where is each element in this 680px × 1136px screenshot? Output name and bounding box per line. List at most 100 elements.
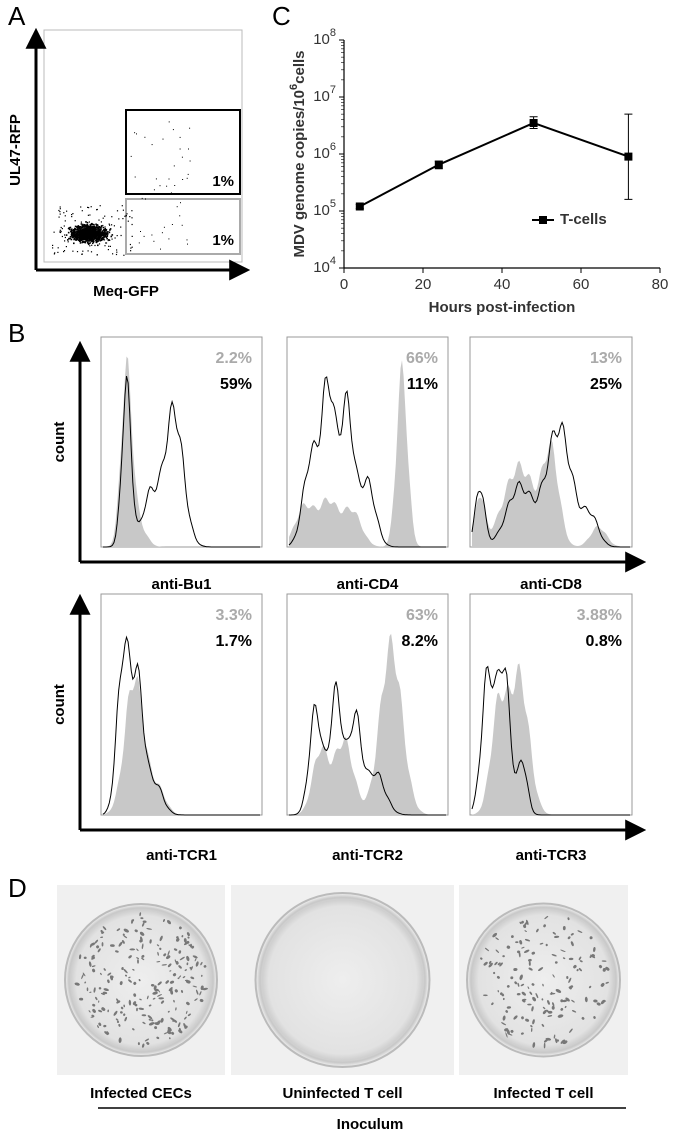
plaque [151,1019,154,1022]
histogram-outline [288,376,446,548]
event-dot [108,231,111,234]
histogram-filled [472,439,630,547]
plaque [138,978,141,982]
event-dot [68,228,71,231]
event-dot [71,216,73,218]
tick-base: 10 [313,88,330,105]
histogram-frame [286,593,449,816]
y-axis-label: UL47-RFP [7,114,24,186]
event-dot [91,229,94,231]
event-dot [88,229,91,231]
event-dot [91,226,93,228]
event-dot [94,244,96,247]
plaque [202,987,208,991]
event-dot [86,221,89,224]
plaque [539,942,544,945]
event-dot [76,225,78,228]
event-dot [61,235,63,238]
plaque [154,1026,158,1030]
plaque [123,935,128,939]
event-dot [113,225,115,227]
event-dot [60,230,62,232]
plaque [110,944,115,947]
event-dot [65,246,67,248]
plaque [110,975,114,979]
plaque [578,967,582,972]
event-dot [134,132,136,134]
plaque [186,955,190,962]
plaque [554,935,560,939]
event-dot [91,240,93,243]
plaque [186,962,189,966]
event-dot [89,225,92,227]
event-dot [82,237,84,240]
plaque [552,1002,555,1007]
series-line [359,121,629,208]
event-dot [99,235,102,238]
histogram-outline [471,421,630,548]
y-axis-label: count [51,684,68,725]
event-dot [72,213,74,215]
event-dot [86,237,88,240]
plaque [186,932,190,937]
plaque [119,981,123,986]
marker-label: anti-TCR1 [146,847,217,864]
tick-base: 10 [313,31,330,48]
plaque [123,928,129,933]
event-dot [64,236,66,239]
event-dot [124,215,126,217]
plaque [521,946,525,949]
plaque [101,931,105,934]
event-dot [85,233,87,235]
plaque [123,1013,126,1016]
event-dot [109,239,111,241]
plaque [118,1023,121,1027]
plaque [157,994,162,997]
plaque [528,967,533,971]
event-dot [96,209,98,211]
plaque [133,993,137,997]
event-dot [179,136,181,138]
plaque [521,991,527,996]
event-dot [98,233,100,235]
event-dot [98,231,101,233]
plaque [571,1010,577,1013]
plaque [103,1024,107,1028]
event-dot [188,148,189,150]
event-dot [72,230,74,232]
plate [254,892,431,1068]
plaque [128,999,132,1006]
plaque [524,939,531,942]
event-dot [83,238,86,241]
plaque [199,998,204,1003]
plaque [496,975,500,979]
event-dot [95,229,97,231]
event-dot [58,209,60,212]
plaque [97,1025,99,1029]
plaque [189,966,193,970]
event-dot [94,226,97,229]
event-dot [166,185,168,187]
event-dot [94,233,97,235]
event-dot [96,254,98,256]
event-dot [116,210,119,212]
event-dot [97,244,99,247]
event-dot [76,238,79,240]
event-dot [83,241,85,243]
plaque [501,1022,507,1026]
plaque [165,980,170,984]
event-dot [155,178,157,180]
plaque [102,926,107,931]
plaque [492,971,496,975]
plaque [531,983,535,986]
plaque [163,1032,168,1035]
plaque [571,999,575,1003]
plaque [596,1002,601,1006]
event-dot [108,239,110,241]
plaque [82,972,86,977]
plaque [124,974,128,977]
marker-label: anti-Bu1 [152,576,212,593]
event-dot [85,235,88,237]
event-dot [84,238,87,240]
event-dot [104,229,107,231]
